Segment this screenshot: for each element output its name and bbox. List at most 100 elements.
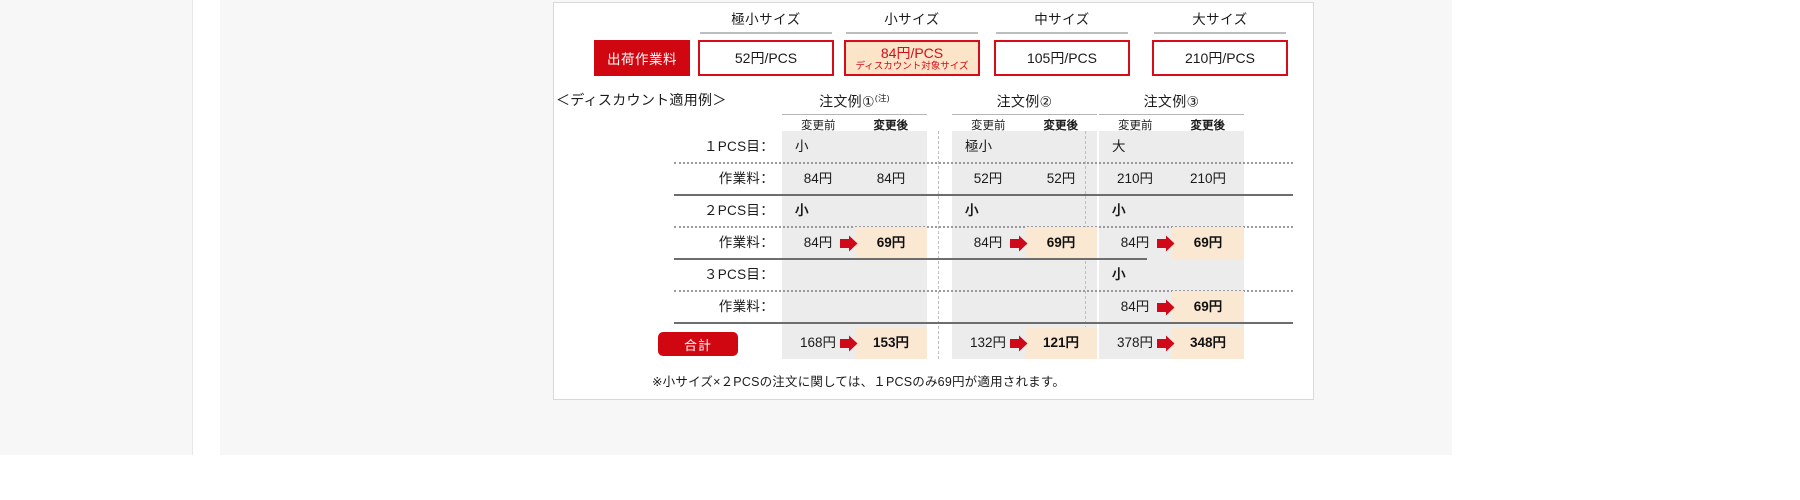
table-row: 作業料： 84円 69円 <box>554 291 1315 323</box>
total-value-after: 348円 <box>1172 327 1244 359</box>
discount-arrow-icon <box>1010 335 1028 352</box>
cell-value-after: 69円 <box>855 227 927 259</box>
row-separator-solid <box>674 194 1293 196</box>
discount-example-heading: ＜ディスカウント適用例＞ <box>556 92 727 108</box>
discount-arrow-icon <box>840 235 858 252</box>
row-separator-dotted <box>674 162 1293 164</box>
cell-value-before: 210円 <box>1116 171 1154 186</box>
total-badge: 合計 <box>658 332 738 356</box>
total-value-before: 378円 <box>1116 335 1154 350</box>
cell-value-after: 84円 <box>876 171 906 186</box>
size-column-xsmall: 極小サイズ 52円/PCS <box>698 11 834 76</box>
discount-arrow-icon <box>1010 235 1028 252</box>
order-example-title-text: 注文例② <box>996 93 1053 110</box>
total-value-after: 121円 <box>1025 327 1097 359</box>
size-column-medium: 中サイズ 105円/PCS <box>994 11 1130 76</box>
row-label: ２PCS目： <box>703 203 774 218</box>
cell-value-after: 69円 <box>1025 227 1097 259</box>
grid-cell: 84円 84円 <box>782 163 927 195</box>
row-separator-solid <box>674 322 1293 324</box>
order-example-2-header: 注文例② 変更前 変更後 <box>952 89 1097 137</box>
cell-value-before: 小 <box>1112 267 1126 282</box>
grid-cell <box>952 259 1097 291</box>
size-price-box-discount-target: 84円/PCS ディスカウント対象サイズ <box>844 40 980 76</box>
figure-footnote: ※小サイズ×２PCSの注文に関しては、１PCSのみ69円が適用されます。 <box>652 375 1066 389</box>
row-label: 作業料： <box>718 299 774 314</box>
grid-cell: 小 <box>782 131 927 163</box>
page-right-area <box>1452 0 1800 500</box>
size-title-rule <box>700 32 832 34</box>
order-example-title: 注文例③ <box>1099 89 1244 111</box>
size-title: 中サイズ <box>1034 12 1090 27</box>
cell-value-before: 84円 <box>973 235 1003 250</box>
total-value-before: 132円 <box>969 335 1007 350</box>
cell-value-before: 小 <box>795 139 809 154</box>
order-example-title-text: 注文例③ <box>1143 93 1200 110</box>
table-row: 作業料： 84円 69円 84円 69円 84円 69円 <box>554 227 1315 259</box>
row-label: 作業料： <box>718 171 774 186</box>
cell-value-before: 極小 <box>965 139 992 154</box>
row-separator-dotted <box>674 290 1293 292</box>
page-left-gutter <box>0 0 193 455</box>
grid-cell: 小 <box>782 195 927 227</box>
size-price-value: 105円/PCS <box>1026 50 1098 66</box>
cell-value-before: 小 <box>965 203 979 218</box>
row-separator-solid <box>674 258 1147 260</box>
grid-cell-total: 132円 121円 <box>952 327 1097 359</box>
total-value-before: 168円 <box>799 335 837 350</box>
cell-value-before: 小 <box>1112 203 1126 218</box>
size-column-large: 大サイズ 210円/PCS <box>1152 11 1288 76</box>
size-title: 小サイズ <box>884 12 940 27</box>
grid-cell-total: 168円 153円 <box>782 327 927 359</box>
grid-cell: 84円 69円 <box>952 227 1097 259</box>
grid-cell: 小 <box>1099 195 1244 227</box>
cell-value-before: 84円 <box>1120 299 1150 314</box>
table-row: ３PCS目： 小 <box>554 259 1315 291</box>
row-label: １PCS目： <box>703 139 774 154</box>
cell-value-before: 小 <box>795 203 809 218</box>
discount-target-note: ディスカウント対象サイズ <box>855 60 969 72</box>
grid-cell: 210円 210円 <box>1099 163 1244 195</box>
page-left-margin <box>193 0 220 455</box>
discount-example-grid: １PCS目： 小 極小 大作業料： 84円 84円 52円 52円 210円 210円 ２PCS目：… <box>554 131 1315 369</box>
discount-arrow-icon <box>1157 335 1175 352</box>
order-example-rule <box>1099 113 1244 115</box>
size-price-band: 出荷作業料 極小サイズ 52円/PCS 小サイズ 84円/PCS ディスカウント… <box>554 3 1315 85</box>
discount-arrow-icon <box>1157 235 1175 252</box>
cell-value-before: 84円 <box>1120 235 1150 250</box>
cell-value-after: 69円 <box>1172 227 1244 259</box>
size-price-box: 52円/PCS <box>698 40 834 76</box>
order-example-rule <box>952 113 1097 115</box>
grid-cell <box>782 291 927 323</box>
grid-cell-total: 378円 348円 <box>1099 327 1244 359</box>
grid-cell: 84円 69円 <box>1099 291 1244 323</box>
shipping-fee-discount-figure: 出荷作業料 極小サイズ 52円/PCS 小サイズ 84円/PCS ディスカウント… <box>553 2 1314 400</box>
grid-cell: 小 <box>1099 259 1244 291</box>
size-title-rule <box>846 32 978 34</box>
size-title: 極小サイズ <box>731 12 801 27</box>
cell-value-before: 84円 <box>803 171 833 186</box>
order-example-superscript: (注) <box>874 93 890 103</box>
size-column-small: 小サイズ 84円/PCS ディスカウント対象サイズ <box>844 11 980 76</box>
grid-cell: 極小 <box>952 131 1097 163</box>
total-value-after: 153円 <box>855 327 927 359</box>
cell-value-after: 52円 <box>1046 171 1076 186</box>
row-label: ３PCS目： <box>703 267 774 282</box>
example-divider <box>938 131 939 359</box>
size-price-value: 84円/PCS <box>880 44 944 61</box>
grid-cell: 52円 52円 <box>952 163 1097 195</box>
grid-cell: 84円 69円 <box>782 227 927 259</box>
size-price-box: 105円/PCS <box>994 40 1130 76</box>
grid-cell: 大 <box>1099 131 1244 163</box>
total-row: 合計 168円 153円 132円 121円 378円 348円 <box>554 327 1315 359</box>
discount-arrow-icon <box>840 335 858 352</box>
grid-cell: 84円 69円 <box>1099 227 1244 259</box>
grid-cell <box>782 259 927 291</box>
size-price-value: 210円/PCS <box>1184 50 1256 66</box>
size-title-rule <box>1154 32 1286 34</box>
size-price-box: 210円/PCS <box>1152 40 1288 76</box>
cell-value-after: 210円 <box>1189 171 1227 186</box>
grid-cell: 小 <box>952 195 1097 227</box>
order-example-title-text: 注文例① <box>819 93 875 110</box>
cell-value-before: 84円 <box>803 235 833 250</box>
